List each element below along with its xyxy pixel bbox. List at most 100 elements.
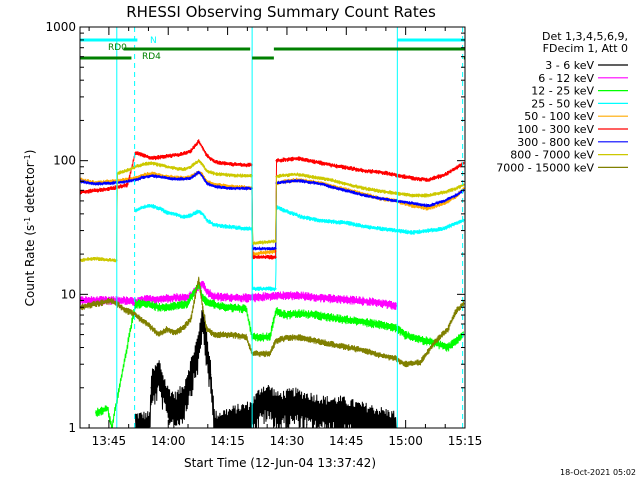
legend-label: 25 - 50 keV	[531, 97, 594, 110]
data-point	[126, 183, 129, 186]
data-point	[110, 187, 113, 190]
data-point	[364, 169, 366, 172]
data-point	[150, 157, 153, 160]
data-point	[463, 219, 465, 221]
series-50-100-kev	[80, 170, 465, 257]
series-layer	[80, 139, 465, 428]
data-point	[320, 183, 323, 185]
data-point	[197, 159, 200, 162]
data-point	[146, 302, 149, 305]
legend-entry: 800 - 7000 keV	[510, 149, 628, 162]
data-point	[284, 337, 287, 339]
data-point	[158, 306, 160, 309]
data-point	[197, 346, 200, 349]
data-point	[95, 183, 97, 185]
data-point	[166, 165, 168, 168]
series-25-50-kev	[134, 203, 465, 292]
data-point	[213, 185, 216, 188]
y-axis-label-main: Count Rate (s	[23, 225, 37, 307]
data-point	[443, 227, 445, 230]
data-point	[379, 197, 382, 200]
data-point	[193, 290, 196, 293]
data-point	[186, 297, 188, 299]
data-point	[275, 288, 277, 290]
data-point	[375, 323, 378, 325]
data-point	[182, 399, 184, 402]
data-point	[403, 363, 406, 366]
data-point	[316, 296, 319, 299]
data-point	[275, 339, 277, 342]
legend-label: 100 - 300 keV	[517, 123, 594, 136]
data-point	[166, 211, 168, 214]
data-point	[205, 154, 208, 156]
data-point	[182, 327, 184, 329]
series-100-300-kev	[80, 139, 465, 260]
data-point	[126, 180, 129, 183]
data-point	[205, 290, 208, 293]
data-point	[427, 204, 430, 207]
legend-entry: 50 - 100 keV	[524, 110, 628, 123]
data-point	[411, 204, 414, 207]
data-point	[300, 216, 303, 218]
data-point	[174, 154, 176, 156]
x-tick-label: 13:45	[92, 434, 127, 448]
data-point	[419, 338, 422, 341]
data-point	[348, 346, 350, 349]
data-point	[182, 178, 184, 180]
data-point	[296, 294, 299, 297]
data-point	[189, 318, 192, 321]
data-point	[379, 190, 382, 193]
y-tick-label: 1000	[45, 20, 76, 34]
x-tick-label: 15:00	[388, 434, 423, 448]
data-point	[158, 156, 160, 159]
data-point	[455, 222, 457, 225]
data-point	[142, 176, 145, 179]
data-point	[189, 150, 192, 152]
data-point	[205, 300, 208, 303]
data-point	[463, 187, 465, 190]
data-point	[174, 167, 176, 169]
data-point	[158, 333, 160, 336]
data-point	[427, 229, 430, 232]
data-point	[106, 407, 109, 410]
data-point	[174, 407, 176, 410]
y-tick-label: 100	[53, 154, 76, 168]
data-point	[348, 190, 350, 193]
data-point	[447, 346, 449, 349]
data-point	[182, 216, 184, 218]
data-point	[275, 256, 277, 258]
data-point	[403, 333, 406, 336]
axes: 1 10 100 1000 13:45 14:00 14:15 14:30 14:45 15:00…	[45, 20, 482, 448]
data-point	[95, 302, 97, 305]
series-line	[80, 276, 465, 368]
data-point	[411, 231, 414, 234]
data-point	[95, 411, 97, 414]
data-point	[455, 310, 457, 312]
data-point	[249, 416, 251, 419]
data-point	[275, 240, 277, 242]
data-point	[356, 299, 358, 302]
series-line	[80, 139, 465, 260]
data-point	[275, 310, 277, 312]
data-point	[197, 278, 200, 280]
data-point	[205, 169, 208, 172]
data-point	[189, 165, 192, 168]
data-point	[419, 361, 422, 364]
data-point	[213, 333, 216, 336]
data-point	[411, 194, 414, 197]
data-point	[201, 163, 204, 166]
data-point	[110, 259, 113, 262]
data-point	[340, 411, 342, 414]
data-point	[201, 306, 204, 309]
data-point	[126, 310, 129, 312]
legend-label: 6 - 12 keV	[538, 72, 594, 85]
data-point	[142, 163, 145, 166]
data-point	[201, 175, 204, 178]
legend-entry: 300 - 800 keV	[517, 136, 628, 149]
series-line	[134, 203, 464, 292]
data-point	[296, 336, 299, 338]
flag-label: RD0	[108, 43, 127, 53]
data-point	[189, 374, 192, 376]
data-point	[205, 219, 208, 221]
y-tick-label: 10	[61, 287, 76, 301]
